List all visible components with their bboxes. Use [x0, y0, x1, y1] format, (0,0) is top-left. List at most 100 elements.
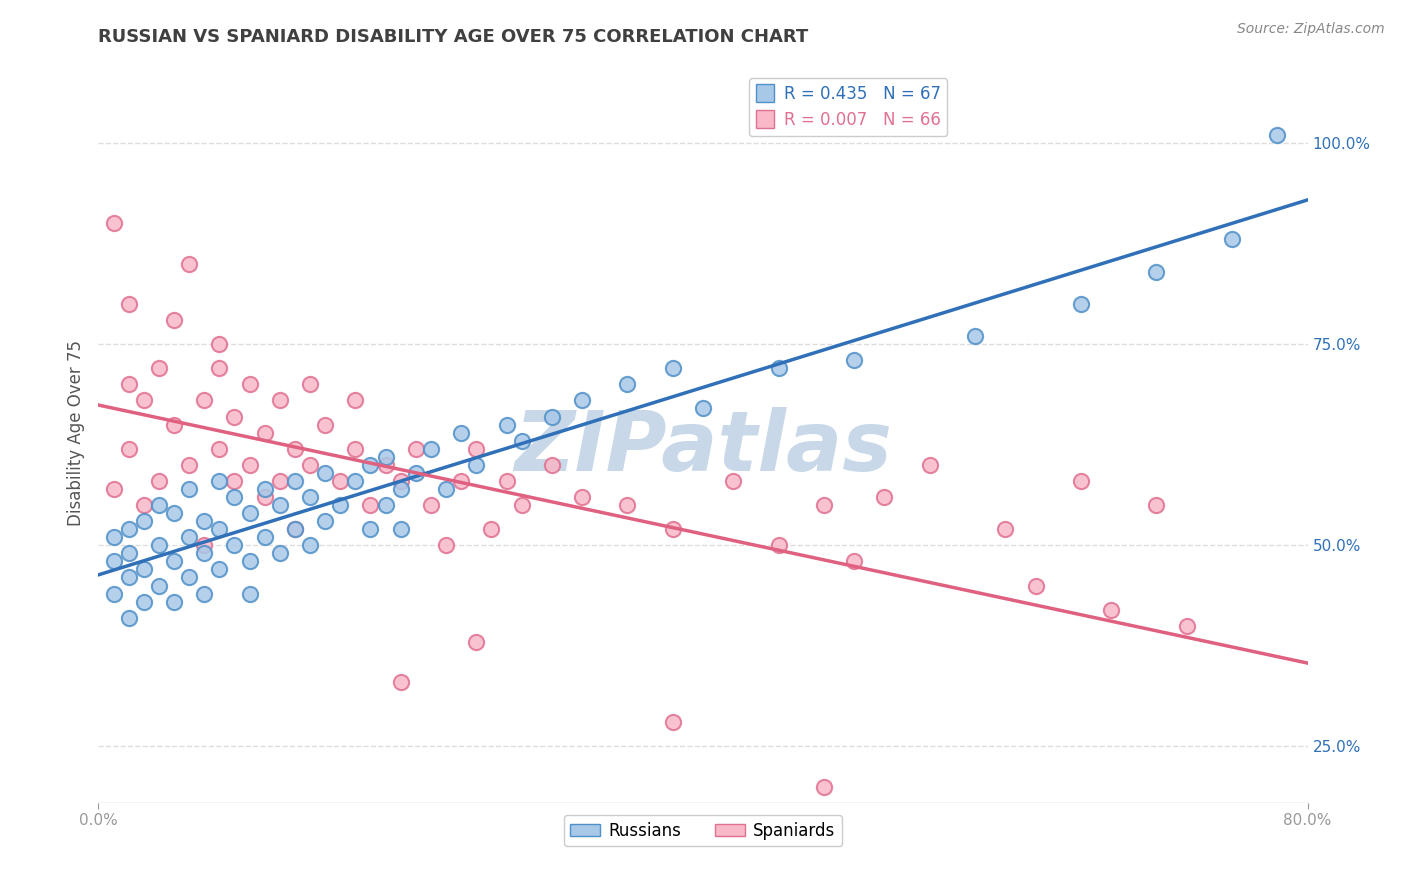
Point — [389, 474, 412, 488]
Point — [269, 546, 291, 560]
Point — [1267, 128, 1289, 142]
Point — [284, 442, 307, 456]
Text: RUSSIAN VS SPANIARD DISABILITY AGE OVER 75 CORRELATION CHART: RUSSIAN VS SPANIARD DISABILITY AGE OVER … — [98, 28, 808, 45]
Point — [768, 538, 790, 552]
Point — [103, 586, 125, 600]
Point — [208, 562, 231, 576]
Point — [965, 329, 987, 343]
Point — [163, 417, 186, 432]
Point — [661, 522, 683, 536]
Point — [813, 498, 835, 512]
Point — [389, 522, 412, 536]
Point — [329, 498, 352, 512]
Point — [616, 377, 638, 392]
Point — [118, 377, 141, 392]
Point — [360, 498, 382, 512]
Point — [118, 522, 141, 536]
Point — [374, 498, 396, 512]
Point — [314, 466, 336, 480]
Point — [179, 482, 201, 496]
Point — [918, 458, 941, 472]
Point — [344, 442, 367, 456]
Point — [224, 538, 246, 552]
Point — [1144, 265, 1167, 279]
Point — [299, 538, 322, 552]
Point — [450, 474, 472, 488]
Point — [239, 506, 262, 520]
Point — [103, 482, 125, 496]
Point — [389, 482, 412, 496]
Point — [389, 675, 412, 690]
Point — [450, 425, 472, 440]
Point — [1175, 619, 1198, 633]
Point — [148, 578, 170, 592]
Point — [269, 498, 291, 512]
Point — [299, 377, 322, 392]
Point — [434, 482, 457, 496]
Point — [103, 530, 125, 544]
Point — [661, 361, 683, 376]
Point — [132, 393, 155, 408]
Point — [284, 474, 307, 488]
Point — [661, 715, 683, 730]
Point — [193, 586, 215, 600]
Point — [844, 353, 866, 368]
Point — [148, 538, 170, 552]
Point — [224, 490, 246, 504]
Point — [193, 546, 215, 560]
Point — [374, 458, 396, 472]
Point — [873, 490, 896, 504]
Point — [571, 490, 593, 504]
Point — [405, 442, 427, 456]
Point — [239, 377, 262, 392]
Point — [269, 474, 291, 488]
Point — [540, 458, 562, 472]
Point — [314, 417, 336, 432]
Point — [1024, 578, 1046, 592]
Y-axis label: Disability Age Over 75: Disability Age Over 75 — [66, 340, 84, 525]
Point — [540, 409, 562, 424]
Point — [132, 514, 155, 528]
Point — [224, 474, 246, 488]
Point — [360, 458, 382, 472]
Point — [299, 458, 322, 472]
Point — [239, 586, 262, 600]
Point — [269, 393, 291, 408]
Point — [239, 458, 262, 472]
Point — [481, 522, 503, 536]
Point — [1099, 602, 1122, 616]
Point — [344, 393, 367, 408]
Point — [510, 498, 533, 512]
Point — [253, 425, 276, 440]
Point — [193, 538, 215, 552]
Point — [118, 442, 141, 456]
Point — [208, 442, 231, 456]
Point — [299, 490, 322, 504]
Point — [239, 554, 262, 568]
Point — [284, 522, 307, 536]
Point — [253, 482, 276, 496]
Point — [314, 514, 336, 528]
Point — [118, 546, 141, 560]
Point — [163, 313, 186, 327]
Point — [768, 361, 790, 376]
Point — [692, 401, 714, 416]
Point — [813, 780, 835, 794]
Point — [253, 490, 276, 504]
Point — [118, 570, 141, 584]
Point — [208, 522, 231, 536]
Point — [329, 474, 352, 488]
Point — [148, 474, 170, 488]
Point — [118, 611, 141, 625]
Point — [1220, 232, 1243, 246]
Point — [132, 594, 155, 608]
Point — [208, 474, 231, 488]
Point — [284, 522, 307, 536]
Point — [163, 594, 186, 608]
Point — [253, 530, 276, 544]
Point — [103, 554, 125, 568]
Point — [208, 361, 231, 376]
Point — [193, 393, 215, 408]
Point — [465, 458, 488, 472]
Point — [1144, 498, 1167, 512]
